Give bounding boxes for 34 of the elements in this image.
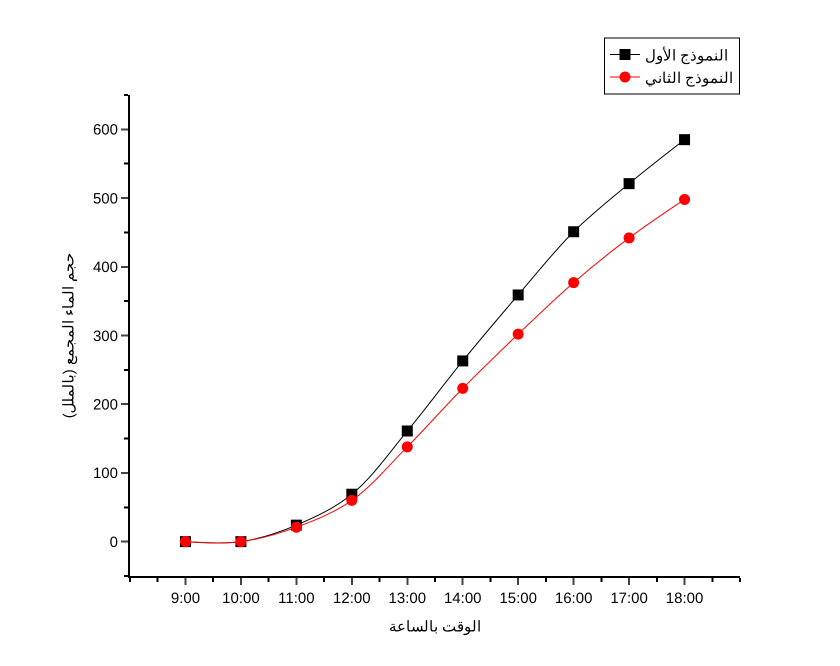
point	[402, 426, 413, 437]
y-tick-label: 600	[92, 122, 118, 139]
x-tick-label: 10:00	[222, 590, 260, 607]
y-tick-label: 300	[92, 328, 118, 345]
y-tick-label: 100	[92, 465, 118, 482]
point	[679, 134, 690, 146]
point	[624, 178, 635, 190]
y-tick-label: 200	[92, 396, 118, 414]
legend-label: النموذج الثاني	[645, 70, 734, 87]
x-tick-label: 18:00	[666, 590, 704, 607]
y-tick-label: 500	[92, 190, 118, 208]
x-tick-label: 13:00	[388, 590, 426, 607]
point	[512, 328, 524, 340]
point	[568, 226, 580, 238]
y-axis-title: حجم الماء المجمع (بالملل)	[60, 252, 78, 418]
x-tick-label: 16:00	[554, 590, 592, 607]
legend-label: النموذج الأول	[645, 46, 728, 64]
y-tick-label: 400	[92, 259, 118, 276]
point	[457, 382, 468, 394]
x-tick-label: 17:00	[610, 590, 648, 607]
point	[568, 277, 580, 288]
x-axis-title: الوقت بالساعة	[388, 618, 482, 636]
point	[679, 194, 690, 205]
x-tick-label: 9:00	[170, 590, 200, 607]
point	[346, 494, 358, 506]
x-tick-label: 14:00	[444, 590, 482, 607]
point	[402, 441, 413, 452]
x-tick-label: 11:00	[278, 590, 315, 607]
point	[512, 289, 524, 300]
point	[457, 355, 468, 366]
x-tick-label: 15:00	[499, 590, 537, 607]
point	[624, 232, 635, 244]
y-tick-label: 0	[110, 534, 118, 551]
x-tick-label: 12:00	[333, 590, 371, 607]
